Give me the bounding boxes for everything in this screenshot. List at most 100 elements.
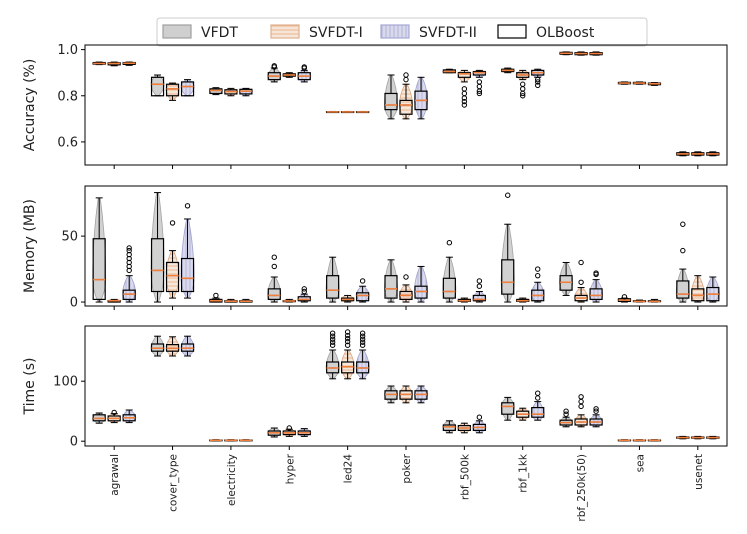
outlier-point [344,332,351,339]
outlier-point [329,336,336,342]
outlier-point [578,279,584,285]
y-tick-label: 50 [61,230,78,245]
y-tick-label: 0 [70,296,78,311]
legend-label: VFDT [201,25,238,41]
box [442,424,456,432]
outlier-point [520,90,526,97]
x-category-label: usenet [693,454,705,490]
legend-label: SVFDT-II [419,25,477,41]
box [92,238,106,301]
outlier-point [563,408,569,414]
legend-label: SVFDT-I [309,25,363,41]
outlier-point [301,64,307,70]
outlier-point [271,254,277,260]
outlier-point [461,86,468,92]
box [472,294,486,302]
x-category-label: sea [634,454,646,472]
outlier-point [535,266,541,272]
outlier-point [476,414,483,420]
outlier-point [593,406,599,412]
outlier-point [286,425,292,431]
outlier-point [344,335,351,342]
outlier-point [505,192,511,198]
outlier-point [621,294,628,300]
outlier-point [461,95,468,101]
legend-swatch-1 [270,24,300,39]
outlier-point [535,76,541,83]
outlier-point [520,93,526,99]
box [180,81,195,97]
legend-swatch-3 [497,24,527,39]
box [356,292,370,302]
outlier-point [593,408,599,414]
outlier-point [578,403,584,410]
outlier-point [359,342,366,348]
outlier-point [446,240,453,246]
x-category-label: poker [401,453,413,483]
outlier-point [344,338,351,345]
outlier-point [578,259,584,266]
box [589,288,603,301]
box [267,288,281,301]
box [384,92,398,111]
outlier-point [359,278,366,284]
outlier-point [359,330,366,336]
outlier-point [271,263,277,270]
box [165,83,180,97]
outlier-point [344,342,351,348]
outlier-point [563,411,569,417]
y-tick-label: 1.0 [57,43,78,58]
y-tick-label: 0.8 [57,89,78,104]
outlier-point [126,245,132,251]
outlier-point [301,286,307,292]
outlier-point [169,220,176,226]
box [384,275,398,299]
outlier-point [126,247,132,254]
outlier-point [578,398,584,405]
box [676,280,690,299]
panel-0: 0.6 0.8 1.0 Accuracy (%) [22,43,728,169]
outlier-point [359,339,366,345]
outlier-point [301,288,307,295]
outlier-point [520,81,526,87]
outlier-point [535,79,541,85]
outlier-point [461,98,468,105]
outlier-point [476,278,483,284]
outlier-point [111,409,117,416]
outlier-point [213,292,219,299]
panel-1: 0 50 Memory (MB) [22,185,728,311]
outlier-point [359,333,366,339]
outlier-point [403,72,409,78]
outlier-point [476,283,483,289]
outlier-point [535,390,541,396]
x-category-label: cover_type [168,454,180,512]
outlier-point [329,339,336,345]
box [531,407,545,418]
outlier-point [578,394,584,400]
outlier-point [461,90,468,97]
outlier-point [476,79,483,85]
outlier-point [329,330,336,336]
legend-swatch-0 [162,24,192,39]
outlier-point [535,395,541,401]
box [399,99,413,115]
legend-label: OLBoost [536,25,595,41]
box [501,259,515,295]
box [180,257,195,293]
violin-VFDT [150,74,165,97]
outlier-point [476,90,483,97]
y-axis-title: Memory (MB) [22,199,38,293]
outlier-point [271,63,277,69]
x-category-label: rbf_1kk [518,453,530,493]
outlier-point [593,270,599,276]
panels: 0.6 0.8 1.0 Accuracy (%) 0 50 Memory (MB) 0 100 T… [22,43,728,450]
x-axis-labels: agrawal cover_type electricity hyper led24 po… [109,453,705,522]
box [326,275,340,299]
outlier-point [535,82,541,89]
box [150,238,165,293]
outlier-point [403,274,409,280]
x-category-label: agrawal [109,454,121,496]
x-category-label: electricity [226,454,238,506]
box [501,402,515,415]
